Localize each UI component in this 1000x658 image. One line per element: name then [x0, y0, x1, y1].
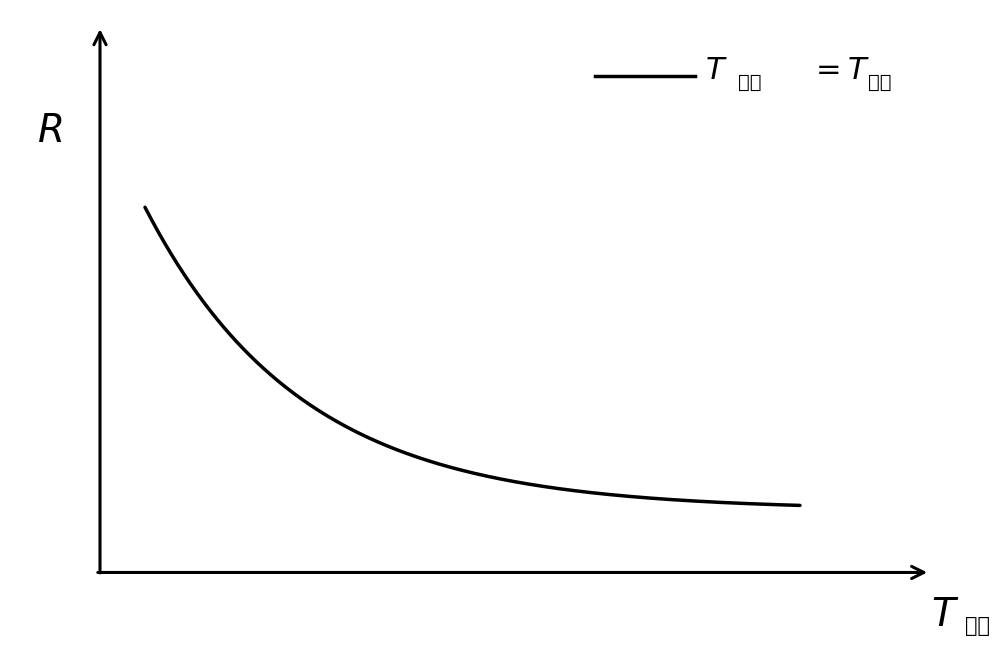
Text: 表面: 表面: [868, 73, 892, 91]
Text: $=T$: $=T$: [810, 55, 870, 86]
Text: $T$: $T$: [931, 597, 959, 634]
Text: $T$: $T$: [705, 55, 728, 86]
Text: $R$: $R$: [37, 113, 63, 150]
Text: 表面: 表面: [966, 617, 990, 636]
Text: 内部: 内部: [738, 73, 762, 91]
